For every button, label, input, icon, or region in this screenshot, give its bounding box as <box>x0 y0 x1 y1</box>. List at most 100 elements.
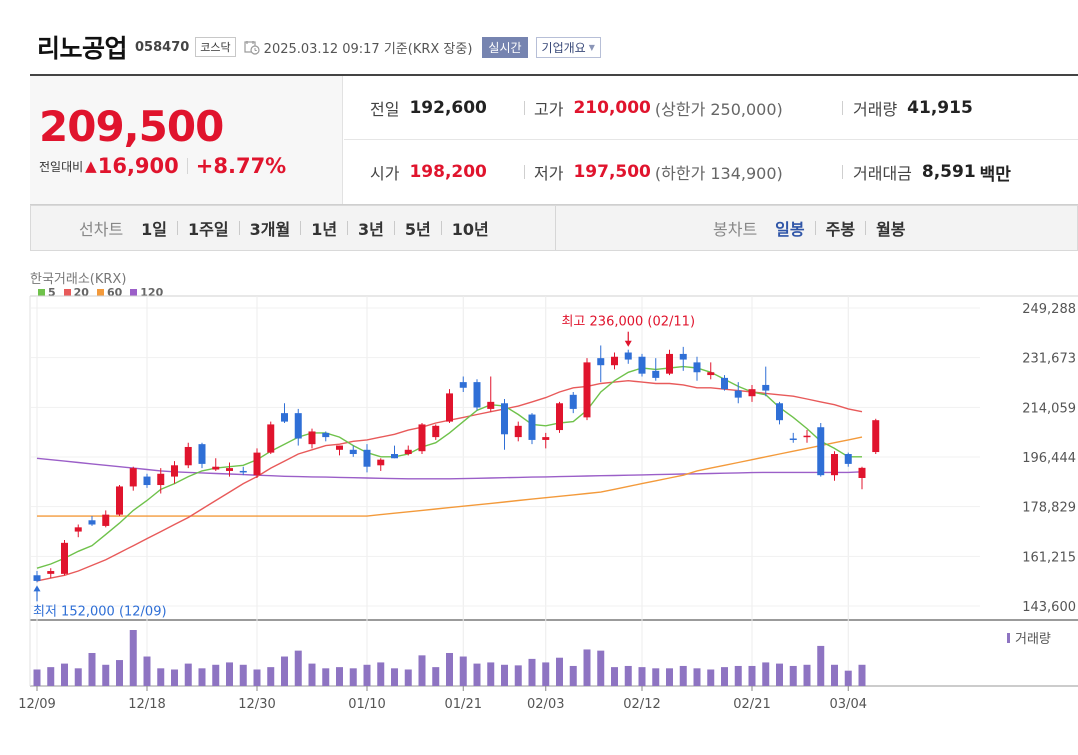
candle-body <box>707 372 715 376</box>
volume-bar <box>281 656 288 686</box>
high-label: 고가 <box>534 99 564 119</box>
change-amount: 16,900 <box>97 154 179 178</box>
candle-body <box>803 435 811 438</box>
amount-value: 8,591 <box>921 162 976 182</box>
stats-row: 시가 198,200 저가 197,500 (하한가 134,900) 거래대금… <box>344 140 1078 204</box>
divider <box>393 221 395 235</box>
line-chart-periods: 선차트 1일 1주일 3개월 1년 3년 5년 10년 <box>79 206 489 250</box>
open-label: 시가 <box>370 164 400 183</box>
legend-swatch <box>63 289 71 296</box>
volume-bar <box>858 664 866 686</box>
y-tick-label: 143,600 <box>1022 600 1076 615</box>
volume: 거래량 41,915 <box>853 96 973 120</box>
up-triangle-icon: ▲ <box>85 157 97 175</box>
volume-bar <box>831 664 838 686</box>
volume-bar <box>569 665 577 686</box>
candle-body <box>473 382 481 408</box>
candle-period-1[interactable]: 주봉 <box>825 220 856 239</box>
volume-bar <box>762 662 770 686</box>
candle-body <box>858 467 866 478</box>
company-info-dropdown[interactable]: 기업개요 ▼ <box>535 36 601 58</box>
legend-swatch <box>96 289 104 296</box>
volume-bar <box>198 668 206 686</box>
divider <box>524 101 525 115</box>
candle-body <box>844 454 852 464</box>
high: 고가 210,000 (상한가 250,000) <box>534 96 783 120</box>
candle-body <box>308 431 316 445</box>
candle-body <box>514 425 522 438</box>
volume-bar <box>432 667 440 686</box>
volume-bar <box>652 668 660 686</box>
line-period-1[interactable]: 1주일 <box>188 220 229 239</box>
volume-bar <box>611 667 618 686</box>
candle-body <box>226 468 233 471</box>
high-arrowhead <box>624 340 632 347</box>
upper-limit: (상한가 250,000) <box>654 99 783 119</box>
volume-bar <box>817 645 825 686</box>
volume-bar <box>459 656 467 686</box>
realtime-button[interactable]: 실시간 <box>482 36 528 58</box>
volume-bar <box>143 656 151 686</box>
volume-bar <box>844 670 852 686</box>
trade-amount: 거래대금 8,591 백만 <box>853 160 1011 185</box>
volume-bar <box>666 668 673 686</box>
chevron-down-icon: ▼ <box>588 42 595 52</box>
volume-value: 41,915 <box>907 97 973 118</box>
line-period-6[interactable]: 10년 <box>451 220 489 239</box>
volume-bar <box>404 669 412 686</box>
y-tick-label: 231,673 <box>1022 352 1076 367</box>
x-tick-label: 12/18 <box>128 697 165 712</box>
ma60-line <box>37 436 863 517</box>
volume-bar <box>542 662 550 686</box>
volume-bar <box>226 662 233 686</box>
y-tick-label: 196,444 <box>1022 451 1076 466</box>
change-label: 전일대비 <box>39 159 84 174</box>
candle-body <box>88 520 96 525</box>
candle-body <box>116 486 123 515</box>
candle-period-0[interactable]: 일봉 <box>775 220 805 239</box>
volume-bar <box>418 655 426 686</box>
candle-chart-periods: 봉차트 일봉 주봉 월봉 <box>713 206 906 250</box>
legend-swatch <box>130 289 138 296</box>
line-period-5[interactable]: 5년 <box>404 220 431 239</box>
volume-bar <box>322 668 330 686</box>
volume-bar <box>473 663 481 686</box>
volume-bar <box>239 664 247 686</box>
candle-body <box>281 413 288 422</box>
line-period-2[interactable]: 3개월 <box>249 220 291 239</box>
candle-chart-label: 봉차트 <box>713 220 758 239</box>
candle-body <box>212 466 220 470</box>
divider <box>524 165 525 179</box>
volume-bar <box>212 664 220 686</box>
volume-label: 거래량 <box>1015 632 1051 647</box>
high-annotation: 최고 236,000 (02/11) <box>561 315 695 330</box>
low-arrowhead <box>33 585 41 592</box>
candle-body <box>624 352 632 360</box>
candle-period-2[interactable]: 월봉 <box>876 220 906 239</box>
company-name: 리노공업 <box>37 34 128 63</box>
divider <box>300 221 302 235</box>
candle-body <box>776 403 783 421</box>
candle-body <box>652 370 660 378</box>
volume-bar <box>171 669 178 686</box>
x-tick-label: 01/21 <box>445 697 482 712</box>
line-period-4[interactable]: 3년 <box>358 220 384 239</box>
candle-body <box>583 362 591 418</box>
line-period-3[interactable]: 1년 <box>311 220 338 239</box>
x-tick-label: 02/12 <box>623 697 660 712</box>
x-tick-label: 02/21 <box>733 697 770 712</box>
candle-body <box>528 414 536 440</box>
low-annotation: 최저 152,000 (12/09) <box>33 604 167 619</box>
volume-bar <box>74 668 82 686</box>
market-badge: 코스닥 <box>195 37 236 57</box>
legend-swatch <box>38 289 45 296</box>
candle-body <box>487 401 495 409</box>
volume-bar <box>61 663 68 686</box>
candle-body <box>322 432 330 438</box>
volume-bar <box>528 658 536 686</box>
line-period-0[interactable]: 1일 <box>141 220 168 239</box>
ticker-code: 058470 <box>135 39 190 55</box>
candle-body <box>363 449 371 467</box>
line-chart-label: 선차트 <box>79 220 124 239</box>
volume-bar <box>377 662 385 686</box>
